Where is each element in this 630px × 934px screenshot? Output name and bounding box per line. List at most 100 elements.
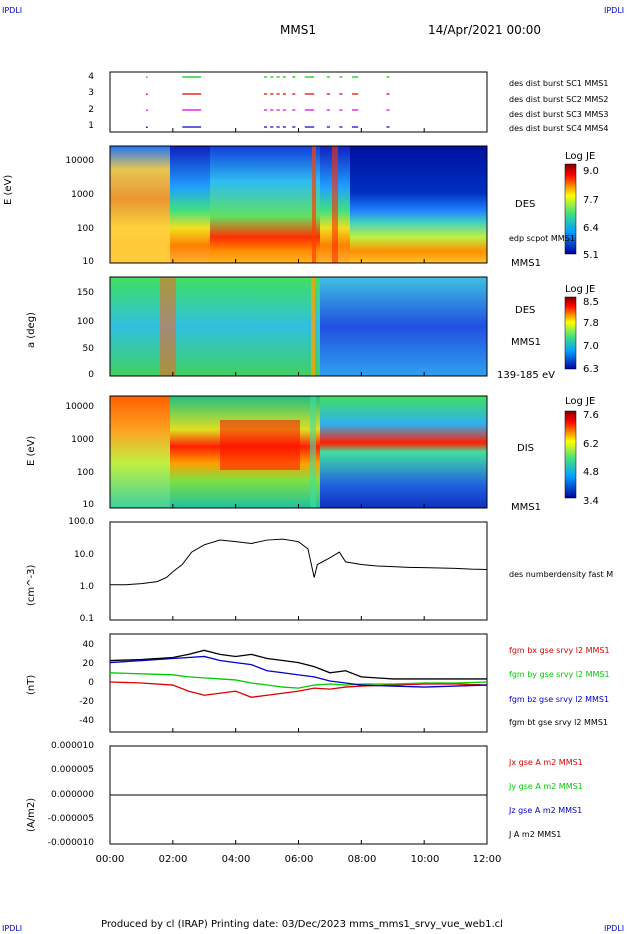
b-tick-m40: -40 [79, 716, 94, 726]
b-series-line-3 [109, 649, 487, 680]
burst-legend-4: des dist burst SC4 MMS4 [509, 124, 609, 133]
dens-tick-01: 0.1 [79, 614, 94, 624]
x-tick-0: 00:00 [95, 854, 125, 865]
colorbar-2 [564, 296, 577, 370]
by-legend: fgm by gse srvy l2 MMS1 [509, 670, 610, 679]
panel-dis-energy [109, 395, 488, 509]
burst-tick-1: 1 [88, 121, 94, 131]
j-tick-1: 0.000010 [51, 741, 94, 751]
panel-bfield [109, 633, 488, 733]
corner-label-tl: IPDLI [2, 6, 23, 15]
dis-e-tick-10000: 10000 [65, 402, 94, 412]
j-tick-4: -0.000005 [47, 814, 94, 824]
j-tick-2: 0.000005 [51, 765, 94, 775]
dens-tick-100: 100.0 [68, 517, 94, 527]
density-series-line [110, 538, 488, 586]
energy-range-label: 139-185 eV [497, 370, 555, 381]
burst-dot [146, 93, 148, 95]
burst-dot [146, 109, 148, 111]
bz-legend: fgm bz gse srvy l2 MMS1 [509, 695, 610, 704]
x-tick-1: 02:00 [158, 854, 188, 865]
cb1-tick-1: 7.7 [583, 195, 599, 206]
pitch-tick-100: 100 [76, 317, 94, 327]
j-legend: J A m2 MMS1 [509, 830, 562, 839]
panel-current [109, 745, 488, 845]
des-label: DES [515, 199, 536, 210]
b-tick-m20: -20 [79, 697, 94, 707]
burst-tick-4: 4 [88, 72, 94, 82]
x-tick-4: 08:00 [347, 854, 377, 865]
b-series-line-0 [109, 681, 488, 698]
x-tick-5: 10:00 [410, 854, 440, 865]
date-title: 14/Apr/2021 00:00 [428, 23, 542, 37]
des-e-tick-10: 10 [82, 257, 94, 267]
x-tick-2: 04:00 [221, 854, 251, 865]
pitch-tick-0: 0 [88, 370, 94, 380]
edp-scpot-label: edp scpot MMS1 [509, 234, 575, 243]
cb2-tick-1: 7.8 [583, 318, 599, 329]
dis-e-tick-10: 10 [82, 500, 94, 510]
jx-legend: Jx gse A m2 MMS1 [509, 758, 583, 767]
b-tick-40: 40 [82, 640, 94, 650]
cb3-tick-3: 3.4 [583, 496, 599, 507]
burst-tick-3: 3 [88, 88, 94, 98]
panel-des-energy [109, 145, 488, 264]
cb2-tick-2: 7.0 [583, 341, 599, 352]
colorbar-3 [564, 410, 577, 499]
cb1-tick-2: 6.4 [583, 223, 599, 234]
dens-tick-1: 1.0 [79, 582, 94, 592]
bt-legend: fgm bt gse srvy l2 MMS1 [509, 718, 608, 727]
b-series-line-1 [109, 672, 488, 689]
burst-legend-3: des dist burst SC3 MMS3 [509, 110, 609, 119]
des-e-tick-100: 100 [76, 224, 94, 234]
cb3-tick-2: 4.8 [583, 467, 599, 478]
cb3-tick-0: 7.6 [583, 410, 599, 421]
pitch-tick-50: 50 [82, 344, 94, 354]
density-legend: des numberdensity fast M [509, 570, 614, 579]
panel-burst [109, 71, 488, 133]
cb1-tick-3: 5.1 [583, 250, 599, 261]
burst-tick-2: 2 [88, 105, 94, 115]
des-pitch-label: DES [515, 305, 536, 316]
cb1-tick-0: 9.0 [583, 166, 599, 177]
burst-legend-2: des dist burst SC2 MMS2 [509, 95, 609, 104]
cb2-tick-0: 8.5 [583, 297, 599, 308]
dis-mms1-label: MMS1 [511, 502, 541, 513]
j-tick-3: 0.000000 [51, 790, 94, 800]
des-e-tick-10000: 10000 [65, 156, 94, 166]
pitch-mms1-label: MMS1 [511, 337, 541, 348]
dis-e-tick-100: 100 [76, 468, 94, 478]
dis-label: DIS [517, 443, 534, 454]
jy-legend: Jy gse A m2 MMS1 [509, 782, 583, 791]
b-tick-0: 0 [88, 678, 94, 688]
footer-text: Produced by cl (IRAP) Printing date: 03/… [101, 919, 503, 930]
colorbar-1 [564, 163, 577, 255]
j-tick-5: -0.000010 [47, 838, 94, 848]
pitch-tick-150: 150 [76, 288, 94, 298]
x-tick-3: 06:00 [284, 854, 314, 865]
cb2-title: Log JE [565, 284, 596, 295]
bx-legend: fgm bx gse srvy l2 MMS1 [509, 646, 610, 655]
cb1-title: Log JE [565, 151, 596, 162]
panel-density [109, 521, 488, 621]
burst-dot [146, 76, 148, 78]
x-tick-6: 12:00 [472, 854, 502, 865]
dens-tick-10: 10.0 [73, 550, 94, 560]
corner-label-tr: IPDLI [604, 6, 625, 15]
panel-des-pitch [109, 276, 488, 377]
burst-dot [146, 126, 148, 128]
des-mms1-label: MMS1 [511, 258, 541, 269]
corner-label-bl: IPDLI [2, 924, 23, 933]
cb3-title: Log JE [565, 396, 596, 407]
jz-legend: Jz gse A m2 MMS1 [509, 806, 583, 815]
burst-legend-1: des dist burst SC1 MMS1 [509, 79, 609, 88]
spacecraft-title: MMS1 [280, 23, 316, 37]
dis-e-tick-1000: 1000 [71, 435, 94, 445]
corner-label-br: IPDLI [604, 924, 625, 933]
des-e-tick-1000: 1000 [71, 190, 94, 200]
b-tick-20: 20 [82, 659, 94, 669]
cb3-tick-1: 6.2 [583, 439, 599, 450]
cb2-tick-3: 6.3 [583, 364, 599, 375]
b-series-line-2 [109, 655, 488, 688]
